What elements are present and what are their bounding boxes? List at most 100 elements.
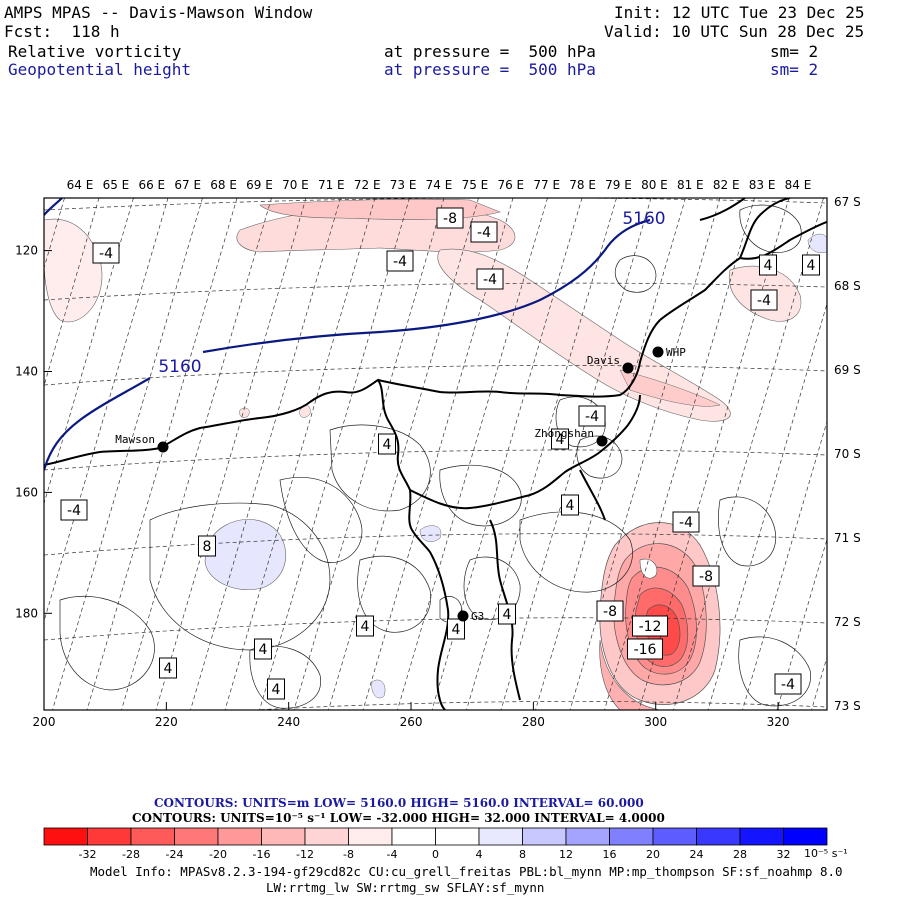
station-g3: G3 — [457, 610, 484, 623]
svg-text:4: 4 — [259, 642, 268, 658]
vorticity-label: 4 — [378, 433, 396, 455]
colorbar-segment — [522, 827, 567, 846]
colorbar-segment — [609, 827, 654, 846]
colorbar-segment — [739, 827, 784, 846]
colorbar-label: -20 — [209, 848, 227, 861]
vorticity-label: -4 — [386, 250, 414, 272]
colorbar-label: 8 — [519, 848, 526, 861]
vorticity-contour-labels: -4 -8 -4 -4 -4 4 4 -4 -4 4 4 -4 4 -4 8 -8 -8 4 4 4 -12 -16 4 4 4… — [60, 207, 820, 700]
vorticity-label: 4 — [561, 494, 579, 516]
svg-text:-4: -4 — [679, 515, 693, 531]
model-info-physics: LW:rrtmg_lw SW:rrtmg_sw SFLAY:sf_mynn — [266, 880, 544, 895]
x-tick-label: 260 — [400, 715, 423, 729]
longitude-label: 71 E — [318, 178, 345, 192]
field1-smoothing: sm= 2 — [770, 42, 819, 61]
longitude-label: 65 E — [103, 178, 130, 192]
longitude-label: 78 E — [569, 178, 596, 192]
svg-text:4: 4 — [764, 258, 773, 274]
model-info: Model Info: MPASv8.2.3-194-gf29cd82c CU:… — [90, 864, 843, 879]
svg-text:4: 4 — [556, 432, 565, 448]
vorticity-label: 4 — [267, 678, 285, 700]
vorticity-label: -12 — [632, 615, 668, 637]
height-label: 5160 — [158, 357, 201, 377]
svg-text:Zhongshan: Zhongshan — [534, 427, 594, 440]
colorbar-segment — [130, 827, 175, 846]
vorticity-label: 4 — [498, 603, 516, 625]
vorticity-contour-info: CONTOURS: UNITS=10⁻⁵ s⁻¹ LOW= -32.000 HI… — [132, 811, 665, 825]
svg-text:WHP: WHP — [666, 346, 686, 359]
longitude-label: 67 E — [174, 178, 201, 192]
vorticity-label: -4 — [750, 289, 778, 311]
colorbar-label: -4 — [387, 848, 398, 861]
parallel-lines — [44, 198, 827, 710]
colorbar-segment — [696, 827, 741, 846]
colorbar: -32 -28 -24 -20 -16 -12 -8 -4 0 4 8 12 16 20 24 28 32 — [43, 827, 828, 861]
height-contour-labels: 5160 5160 — [158, 209, 665, 377]
colorbar-segment — [391, 827, 436, 846]
svg-text:-4: -4 — [393, 254, 407, 270]
x-tick-label: 320 — [767, 715, 790, 729]
vorticity-label: 8 — [198, 535, 216, 557]
vorticity-label: 4 — [759, 254, 777, 276]
svg-text:-8: -8 — [699, 569, 713, 585]
x-tick-label: 200 — [33, 715, 56, 729]
longitude-label: 73 E — [390, 178, 417, 192]
vorticity-label: 4 — [802, 254, 820, 276]
x-axis-ticks: 200 220 240 260 280 300 320 — [33, 702, 790, 729]
y-tick-label: 140 — [15, 364, 38, 378]
colorbar-segment — [348, 827, 393, 846]
vorticity-label: -16 — [627, 638, 663, 660]
longitude-label: 79 E — [605, 178, 632, 192]
svg-text:-4: -4 — [585, 409, 599, 425]
station-davis: Davis — [587, 354, 634, 374]
colorbar-segment — [304, 827, 349, 846]
latitude-label: 69 S — [834, 363, 861, 377]
colorbar-segment — [783, 827, 828, 846]
init-time: Init: 12 UTC Tue 23 Dec 25 — [614, 3, 865, 22]
x-tick-label: 280 — [522, 715, 545, 729]
colorbar-label: -32 — [79, 848, 97, 861]
colorbar-label: -28 — [122, 848, 140, 861]
forecast-hour: Fcst: 118 h — [4, 22, 120, 41]
vorticity-label: -8 — [596, 600, 624, 622]
vorticity-label: -4 — [60, 499, 88, 521]
colorbar-label: 16 — [603, 848, 617, 861]
colorbar-label: 32 — [777, 848, 791, 861]
longitude-label: 75 E — [462, 178, 489, 192]
station-zhongshan: Zhongshan — [534, 427, 608, 447]
colorbar-label: -8 — [343, 848, 354, 861]
longitude-label: 76 E — [497, 178, 524, 192]
longitude-label: 77 E — [533, 178, 560, 192]
colorbar-segment — [652, 827, 697, 846]
vorticity-label: -8 — [436, 207, 464, 229]
longitude-label: 80 E — [641, 178, 668, 192]
vorticity-label: 4 — [159, 657, 177, 679]
latitude-label: 70 S — [834, 447, 861, 461]
colorbar-segment — [478, 827, 523, 846]
colorbar-segment — [174, 827, 219, 846]
svg-text:4: 4 — [452, 622, 461, 638]
height-label: 5160 — [622, 209, 665, 229]
vorticity-label: -4 — [774, 673, 802, 695]
vorticity-label: -4 — [92, 242, 120, 264]
longitude-label: 69 E — [246, 178, 273, 192]
colorbar-label: 28 — [733, 848, 747, 861]
svg-text:4: 4 — [361, 619, 370, 635]
vorticity-label: -4 — [476, 268, 504, 290]
x-tick-label: 220 — [155, 715, 178, 729]
svg-text:-4: -4 — [477, 225, 491, 241]
plot-frame — [43, 197, 828, 711]
colorbar-label: -24 — [166, 848, 184, 861]
valid-time: Valid: 10 UTC Sun 28 Dec 25 — [604, 22, 865, 41]
longitude-label: 70 E — [282, 178, 309, 192]
map-area — [44, 198, 827, 710]
longitude-label: 64 E — [67, 178, 94, 192]
latitude-label: 67 S — [834, 195, 861, 209]
longitude-label: 81 E — [677, 178, 704, 192]
y-tick-label: 120 — [15, 244, 38, 258]
colorbar-label: 24 — [690, 848, 704, 861]
svg-text:8: 8 — [203, 539, 212, 555]
x-tick-label: 300 — [644, 715, 667, 729]
vorticity-contours — [59, 204, 811, 709]
